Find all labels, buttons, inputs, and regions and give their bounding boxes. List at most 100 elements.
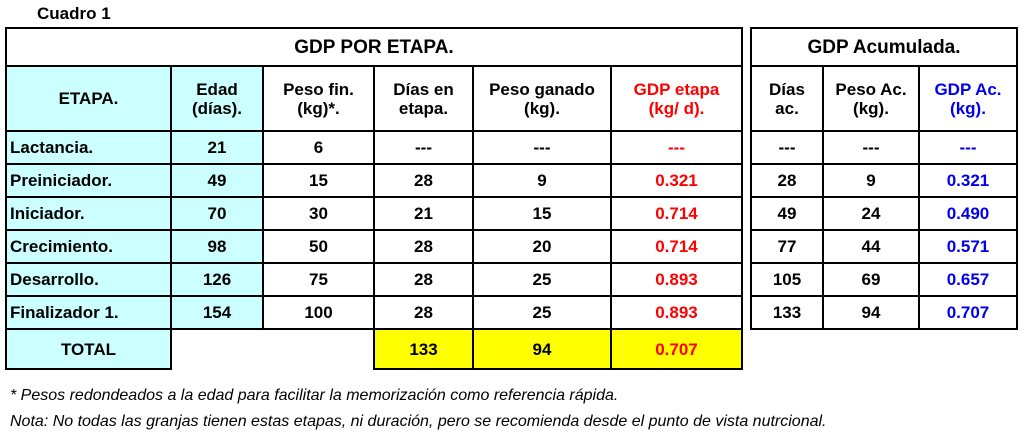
cell-text: 21 bbox=[414, 204, 433, 223]
table-cell: 21 bbox=[373, 196, 474, 231]
stage-name: Crecimiento. bbox=[5, 229, 172, 264]
cell-text: 133 bbox=[409, 339, 438, 359]
column-header: Peso fin. (kg)*. bbox=[262, 65, 375, 132]
table-cell: 0.714 bbox=[610, 229, 743, 264]
cell-text: TOTAL bbox=[60, 339, 117, 359]
cell-text: 70 bbox=[207, 204, 227, 223]
table-cell: 6 bbox=[262, 130, 375, 165]
cell-text: 28 bbox=[777, 171, 797, 190]
cell-text: 21 bbox=[207, 138, 227, 157]
header-row: Días ac. Peso Ac. (kg). GDP Ac. (kg). bbox=[750, 65, 1018, 132]
cell-text: 9 bbox=[866, 171, 876, 190]
table-cell: 49 bbox=[170, 163, 264, 198]
table-row: 105 69 0.657 bbox=[750, 262, 1018, 297]
stage-name: Finalizador 1. bbox=[5, 295, 172, 330]
table-cell: 105 bbox=[750, 262, 824, 297]
title-row: GDP POR ETAPA. bbox=[5, 27, 743, 67]
table-cell: 0.893 bbox=[610, 295, 743, 330]
column-header: GDP Ac. (kg). bbox=[918, 65, 1018, 132]
cell-text: 133 bbox=[772, 303, 802, 322]
table-cell: 28 bbox=[750, 163, 824, 198]
cell-text: --- bbox=[415, 138, 432, 157]
table-row: --- --- --- bbox=[750, 130, 1018, 165]
table-cell: 9 bbox=[472, 163, 612, 198]
cell-text: ac. bbox=[775, 98, 799, 118]
cell-text: GDP Acumulada. bbox=[807, 36, 961, 58]
cell-text: 0.490 bbox=[946, 204, 990, 223]
cell-text: 15 bbox=[532, 204, 552, 223]
cell-text: 0.714 bbox=[655, 237, 698, 256]
table-row: 49 24 0.490 bbox=[750, 196, 1018, 231]
table-cell: --- bbox=[610, 130, 743, 165]
table-row: 28 9 0.321 bbox=[750, 163, 1018, 198]
total-label: TOTAL bbox=[5, 328, 172, 370]
table-title: GDP POR ETAPA. bbox=[5, 27, 743, 67]
cell-text: 9 bbox=[537, 171, 547, 190]
cell-text: Crecimiento. bbox=[10, 237, 113, 256]
table-cell: 98 bbox=[170, 229, 264, 264]
cell-text: Días en bbox=[393, 79, 454, 99]
table-row: 133 94 0.707 bbox=[750, 295, 1018, 330]
cell-text: Finalizador 1. bbox=[10, 303, 119, 322]
column-header: ETAPA. bbox=[5, 65, 172, 132]
table-cell: 15 bbox=[472, 196, 612, 231]
cell-text: Peso ganado bbox=[489, 79, 595, 99]
table-cell: --- bbox=[918, 130, 1018, 165]
table-cell: --- bbox=[750, 130, 824, 165]
column-header: Días ac. bbox=[750, 65, 824, 132]
cell-text: 24 bbox=[861, 204, 881, 223]
column-header: GDP etapa (kg/ d). bbox=[610, 65, 743, 132]
table-cell: 0.714 bbox=[610, 196, 743, 231]
cell-text: 94 bbox=[532, 339, 552, 359]
cell-text: --- bbox=[533, 138, 551, 157]
cell-text: 15 bbox=[309, 171, 328, 190]
cell-text: 126 bbox=[202, 270, 232, 289]
cell-text: 77 bbox=[777, 237, 797, 256]
table-cell: 28 bbox=[373, 229, 474, 264]
cell-text: 98 bbox=[207, 237, 227, 256]
cell-text: 25 bbox=[532, 270, 552, 289]
table-cell: --- bbox=[373, 130, 474, 165]
table-cell: 30 bbox=[262, 196, 375, 231]
cell-text: 105 bbox=[772, 270, 802, 289]
cell-text: 28 bbox=[414, 303, 433, 322]
total-gdp: 0.707 bbox=[610, 328, 743, 370]
table-cell: 70 bbox=[170, 196, 264, 231]
cell-text: 0.571 bbox=[946, 237, 990, 256]
cell-text: 0.707 bbox=[946, 303, 990, 322]
cell-text: 0.321 bbox=[655, 171, 698, 190]
table-row: 77 44 0.571 bbox=[750, 229, 1018, 264]
blank-cell bbox=[171, 329, 263, 369]
total-dias: 133 bbox=[373, 328, 474, 370]
cell-text: 100 bbox=[304, 303, 333, 322]
cell-text: 20 bbox=[532, 237, 552, 256]
cell-text: 44 bbox=[861, 237, 881, 256]
cell-text: 25 bbox=[532, 303, 552, 322]
cell-text: --- bbox=[668, 138, 685, 157]
cell-text: 28 bbox=[414, 270, 433, 289]
column-header: Edad (días). bbox=[170, 65, 264, 132]
cell-text: --- bbox=[862, 138, 880, 157]
table-cell: 77 bbox=[750, 229, 824, 264]
cell-text: Preiniciador. bbox=[10, 171, 113, 190]
column-header: Peso ganado (kg). bbox=[472, 65, 612, 132]
cell-text: (kg). bbox=[524, 98, 560, 118]
table-cell: 0.490 bbox=[918, 196, 1018, 231]
table-cell: 24 bbox=[822, 196, 920, 231]
table-cell: 28 bbox=[373, 163, 474, 198]
table-cell: 50 bbox=[262, 229, 375, 264]
cell-text: --- bbox=[959, 138, 977, 157]
table-cell: --- bbox=[822, 130, 920, 165]
table-cell: 0.571 bbox=[918, 229, 1018, 264]
cell-text: 75 bbox=[309, 270, 328, 289]
table-cell: 20 bbox=[472, 229, 612, 264]
stage-name: Desarrollo. bbox=[5, 262, 172, 297]
cell-text: 154 bbox=[202, 303, 232, 322]
blank-cell bbox=[263, 329, 374, 369]
cell-text: 28 bbox=[414, 237, 433, 256]
title-row: GDP Acumulada. bbox=[750, 27, 1018, 67]
table-cell: 0.893 bbox=[610, 262, 743, 297]
cell-text: 28 bbox=[414, 171, 433, 190]
cell-text: 0.321 bbox=[946, 171, 990, 190]
cell-text: 0.893 bbox=[655, 270, 698, 289]
